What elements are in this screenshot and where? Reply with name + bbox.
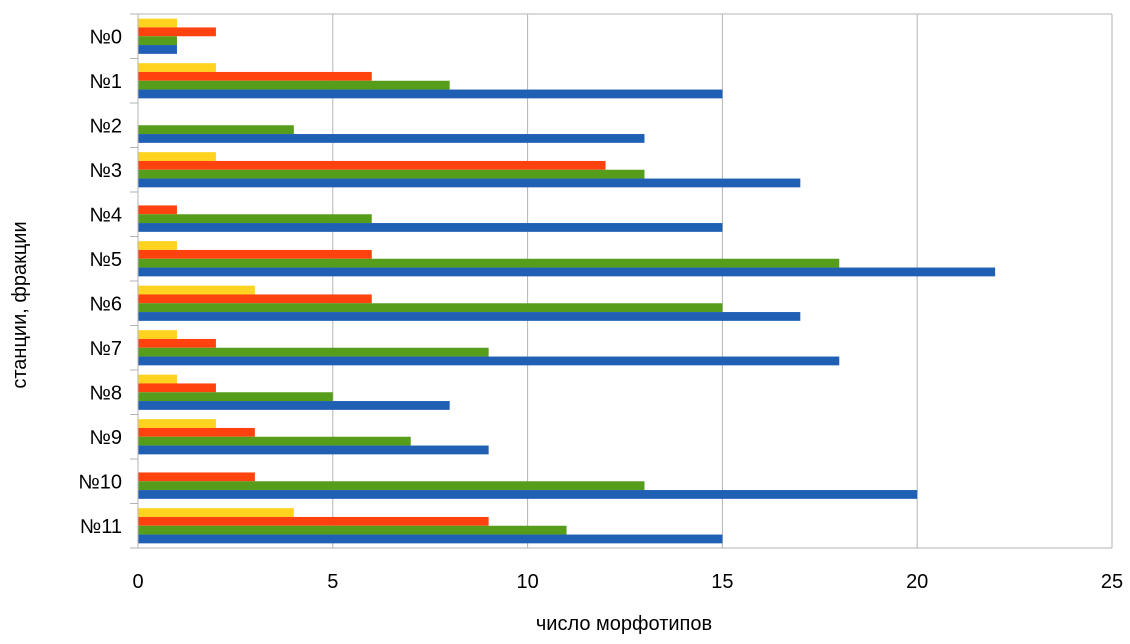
bar	[138, 160, 606, 170]
x-tick-label: 10	[516, 571, 538, 593]
bar	[138, 330, 177, 339]
bar	[138, 338, 216, 348]
bar	[138, 516, 489, 526]
x-tick-label: 20	[906, 571, 928, 593]
bars-layer	[138, 18, 996, 544]
y-axis-title: станции, фракции	[9, 221, 31, 388]
bar	[138, 508, 294, 517]
bar	[138, 481, 645, 491]
bar	[138, 169, 645, 179]
bar	[138, 356, 840, 366]
bar	[138, 214, 372, 224]
x-axis-title: число морфотипов	[536, 613, 712, 635]
bar	[138, 134, 645, 143]
bar	[138, 80, 450, 90]
bar	[138, 312, 801, 321]
bar	[138, 36, 177, 46]
bar	[138, 419, 216, 428]
y-tick-label: №3	[89, 160, 122, 182]
bar	[138, 223, 723, 232]
bar	[138, 205, 177, 215]
grid-layer	[138, 13, 1113, 549]
y-tick-label: №6	[89, 293, 122, 315]
x-tick-label: 25	[1101, 571, 1123, 593]
y-tick-label: №8	[89, 382, 122, 404]
bar	[138, 178, 801, 188]
y-tick-label: №4	[89, 204, 122, 226]
bar	[138, 383, 216, 393]
y-tick-label: №1	[89, 71, 122, 93]
bar	[138, 490, 918, 499]
bar	[138, 45, 177, 54]
bar	[138, 401, 450, 410]
bar	[138, 249, 372, 259]
bar	[138, 392, 333, 402]
bar	[138, 445, 489, 455]
bar	[138, 525, 567, 535]
bar	[138, 152, 216, 161]
bar	[138, 427, 255, 437]
y-tick-label: №2	[89, 115, 122, 137]
bar	[138, 258, 840, 268]
bar	[138, 534, 723, 544]
y-tick-label: №9	[89, 427, 122, 449]
bar	[138, 71, 372, 81]
bar	[138, 18, 177, 28]
y-tick-label: №0	[89, 26, 122, 48]
bar	[138, 374, 177, 384]
x-tick-label: 15	[711, 571, 733, 593]
y-tick-label: №5	[89, 249, 122, 271]
y-tick-label: №11	[80, 516, 122, 538]
bar	[138, 303, 723, 313]
bar	[138, 89, 723, 99]
bar	[138, 347, 489, 357]
bar	[138, 285, 255, 295]
x-tick-label: 0	[132, 571, 143, 593]
bar	[138, 294, 372, 304]
bar	[138, 436, 411, 446]
bar	[138, 241, 177, 250]
x-tick-label: 5	[327, 571, 338, 593]
y-tick-label: №7	[89, 338, 122, 360]
bar	[138, 27, 216, 37]
bar	[138, 472, 255, 482]
bar	[138, 267, 996, 277]
y-tick-label: №10	[78, 471, 122, 493]
bar	[138, 63, 216, 72]
axis-layer: 0 5 10 15 20 25 №0 №1 №2 №3 №4 №5 №6 №7 №8 №9 №10 №11	[78, 13, 1123, 593]
bar	[138, 125, 294, 135]
